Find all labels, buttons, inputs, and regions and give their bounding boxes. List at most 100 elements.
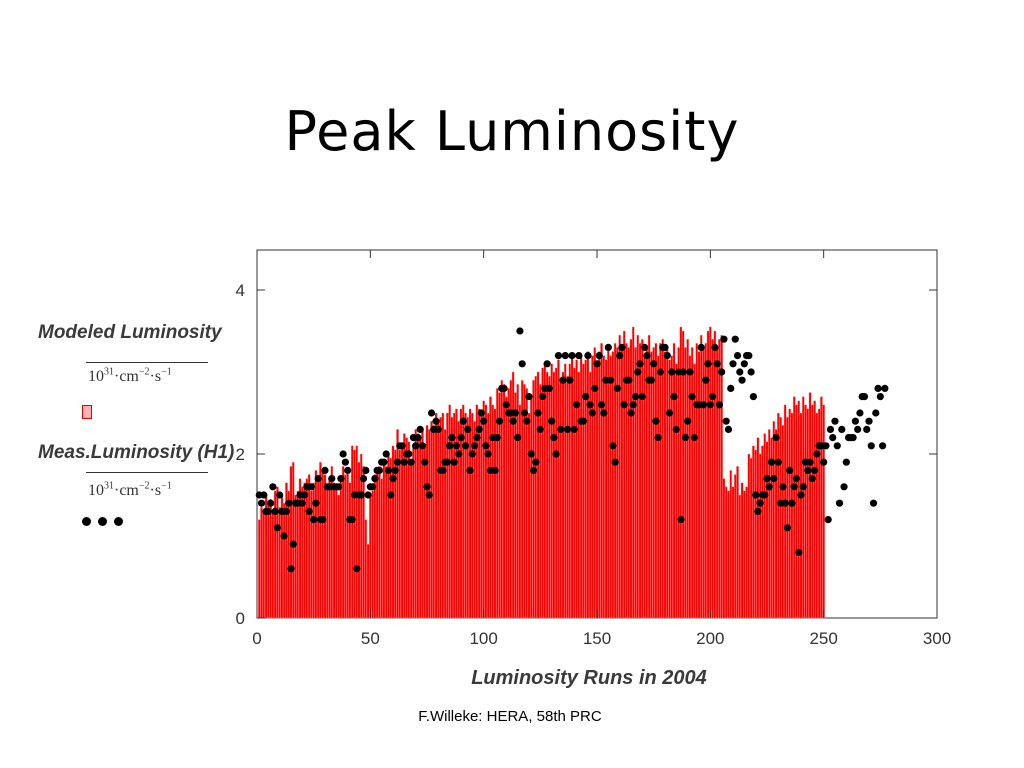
bar <box>341 466 345 619</box>
data-point <box>631 393 640 401</box>
data-point <box>654 434 662 442</box>
data-point <box>720 335 728 343</box>
data-point <box>779 483 787 491</box>
bar <box>695 343 698 619</box>
bar <box>822 404 825 619</box>
slide-title: Peak Luminosity <box>284 100 740 163</box>
bar <box>797 400 800 619</box>
bar <box>661 339 664 619</box>
legend-modeled-label: Modeled Luminosity <box>38 322 222 343</box>
bar <box>292 462 295 619</box>
data-point <box>387 491 395 499</box>
bar <box>817 408 821 619</box>
data-point <box>321 466 329 474</box>
bar <box>335 486 338 619</box>
bar <box>507 388 510 619</box>
data-point <box>446 442 454 450</box>
data-point <box>822 442 830 450</box>
data-point <box>534 409 542 417</box>
bar <box>332 482 336 619</box>
bar <box>734 474 737 619</box>
data-point <box>427 409 436 417</box>
data-point <box>856 409 864 417</box>
data-point <box>482 442 490 450</box>
data-point <box>432 417 440 425</box>
data-point <box>754 507 762 515</box>
data-point <box>668 368 676 376</box>
data-point <box>656 368 665 376</box>
data-point <box>276 491 284 499</box>
bar <box>718 339 721 619</box>
data-point <box>638 393 646 401</box>
data-point <box>876 393 884 401</box>
data-point <box>301 491 309 499</box>
data-point <box>532 458 540 466</box>
dot-series <box>255 327 889 573</box>
bar <box>421 429 424 619</box>
bar <box>579 355 583 619</box>
bar <box>412 445 415 619</box>
data-point <box>267 499 275 507</box>
bar <box>704 343 708 619</box>
bar <box>790 412 794 619</box>
data-point <box>713 360 721 368</box>
data-point <box>543 360 551 368</box>
bar <box>541 367 544 619</box>
data-point <box>679 368 687 376</box>
data-point <box>525 393 533 401</box>
data-point <box>289 540 297 548</box>
data-point <box>425 491 433 499</box>
data-point <box>314 475 322 483</box>
bar <box>622 330 626 619</box>
x-tick-label: 100 <box>469 629 497 648</box>
data-point <box>520 409 529 417</box>
bar <box>355 445 358 619</box>
bar <box>697 351 701 619</box>
bar <box>543 363 547 619</box>
bar <box>802 396 805 619</box>
bar <box>307 474 311 619</box>
data-point <box>310 516 318 524</box>
data-point <box>559 376 567 384</box>
bar <box>768 429 771 619</box>
data-point <box>523 417 531 425</box>
data-point <box>518 360 526 368</box>
bar <box>715 347 719 619</box>
bar <box>686 339 689 619</box>
data-point <box>811 466 819 474</box>
x-tick-label: 250 <box>809 629 837 648</box>
bar <box>545 371 549 619</box>
data-point <box>833 442 841 450</box>
data-point <box>770 475 778 483</box>
data-point <box>418 442 427 450</box>
bar <box>498 392 501 619</box>
data-point <box>867 442 875 450</box>
bar <box>409 462 413 619</box>
data-point <box>477 409 485 417</box>
data-point <box>405 450 413 458</box>
data-point <box>362 466 370 474</box>
data-point <box>575 352 583 360</box>
bar <box>432 425 436 619</box>
bar <box>641 339 644 619</box>
bar <box>548 375 551 619</box>
data-point <box>611 458 619 466</box>
bar <box>328 478 331 619</box>
bar <box>455 408 458 619</box>
bar <box>407 441 411 619</box>
bar <box>414 429 417 619</box>
bar <box>738 494 742 619</box>
legend-modeled-unit: 1031·cm−2·s−1 <box>88 366 172 385</box>
data-point <box>586 401 594 409</box>
bar <box>371 490 374 619</box>
bar <box>811 404 814 619</box>
legend-measured-rule <box>86 472 208 473</box>
data-point <box>854 425 862 433</box>
data-point <box>727 384 735 392</box>
data-point <box>795 548 803 557</box>
data-point <box>282 507 291 515</box>
data-point <box>260 491 268 499</box>
bar <box>516 384 519 619</box>
bar <box>645 347 649 619</box>
data-point <box>718 368 726 376</box>
